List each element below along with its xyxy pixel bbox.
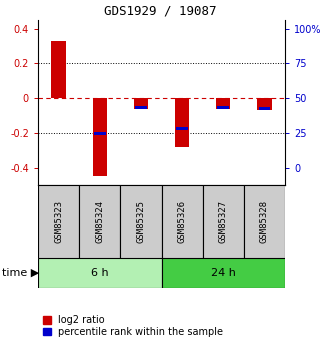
Bar (51, 41, 66, 98)
Bar (244, 185, 285, 258)
Text: 24 h: 24 h (211, 268, 236, 278)
Bar (218, 106, 229, 109)
Bar (216, 98, 230, 109)
Bar (134, 98, 148, 109)
Text: GSM85328: GSM85328 (260, 200, 269, 243)
Bar (203, 185, 244, 258)
Bar (175, 98, 189, 147)
Bar (120, 185, 161, 258)
Bar (176, 127, 188, 130)
Bar (257, 98, 272, 110)
Bar (135, 106, 147, 109)
Text: GSM85323: GSM85323 (54, 200, 63, 243)
Text: 6 h: 6 h (91, 268, 108, 278)
Bar (92, 98, 107, 176)
Bar (259, 107, 270, 110)
Bar (38, 185, 79, 258)
Text: GSM85324: GSM85324 (95, 200, 104, 243)
Text: GSM85327: GSM85327 (219, 200, 228, 243)
Text: GDS1929 / 19087: GDS1929 / 19087 (104, 4, 217, 17)
Text: GSM85325: GSM85325 (136, 200, 145, 243)
Text: GSM85326: GSM85326 (178, 200, 187, 243)
Legend: log2 ratio, percentile rank within the sample: log2 ratio, percentile rank within the s… (43, 315, 223, 337)
Bar (161, 185, 203, 258)
Text: time ▶: time ▶ (2, 268, 39, 278)
Bar (161, 258, 285, 288)
Bar (79, 185, 120, 258)
Bar (94, 132, 106, 135)
Bar (38, 258, 161, 288)
